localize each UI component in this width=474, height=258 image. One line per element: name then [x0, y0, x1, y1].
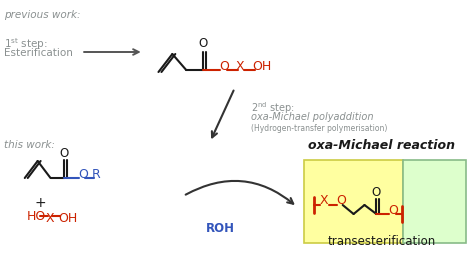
Text: transesterification: transesterification: [327, 235, 436, 248]
Text: O: O: [219, 60, 229, 72]
Text: +: +: [35, 196, 46, 210]
Text: OH: OH: [58, 212, 78, 225]
Text: X: X: [320, 195, 328, 207]
Text: HO: HO: [27, 210, 46, 223]
Text: O: O: [388, 204, 398, 216]
Text: (Hydrogen-transfer polymerisation): (Hydrogen-transfer polymerisation): [251, 124, 387, 133]
Text: this work:: this work:: [4, 140, 55, 150]
Text: O: O: [336, 195, 346, 207]
Text: X: X: [46, 212, 54, 225]
Bar: [403, 160, 465, 243]
Text: O: O: [199, 37, 208, 50]
Text: O: O: [78, 167, 88, 181]
Text: oxa-Michael polyaddition: oxa-Michael polyaddition: [251, 112, 373, 122]
Text: 1$^{\mathsf{st}}$ step:: 1$^{\mathsf{st}}$ step:: [4, 36, 48, 52]
Text: ROH: ROH: [205, 222, 234, 235]
Text: O: O: [372, 186, 381, 199]
Bar: [304, 160, 403, 243]
Text: 2$^{\mathsf{nd}}$ step:: 2$^{\mathsf{nd}}$ step:: [251, 100, 294, 116]
Text: O: O: [60, 147, 69, 160]
Text: X: X: [236, 60, 245, 72]
Text: Esterification: Esterification: [4, 48, 73, 58]
Text: R: R: [92, 167, 101, 181]
Text: previous work:: previous work:: [4, 10, 81, 20]
Text: oxa-Michael reaction: oxa-Michael reaction: [308, 139, 455, 152]
Text: OH: OH: [253, 60, 272, 72]
